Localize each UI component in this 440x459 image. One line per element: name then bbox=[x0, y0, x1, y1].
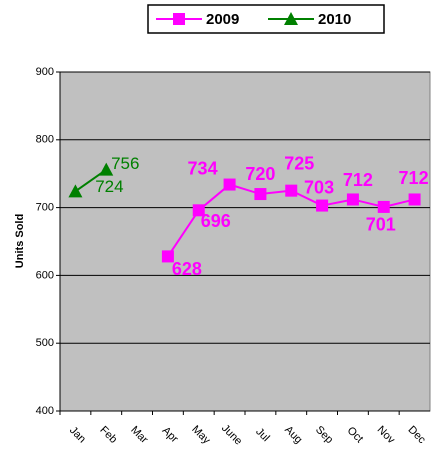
data-label: 756 bbox=[111, 154, 139, 173]
x-tick-label: Oct bbox=[345, 425, 366, 446]
x-tick-label: June bbox=[219, 422, 244, 447]
y-tick-label: 900 bbox=[36, 66, 54, 78]
data-label: 703 bbox=[304, 177, 334, 197]
x-tick-label: Apr bbox=[160, 425, 181, 446]
x-tick-label: Sep bbox=[313, 424, 335, 446]
y-tick-label: 800 bbox=[36, 134, 54, 146]
x-tick-label: Nov bbox=[375, 424, 398, 447]
x-tick-label: Jul bbox=[253, 426, 271, 444]
data-label: 724 bbox=[95, 177, 123, 196]
data-label: 725 bbox=[284, 153, 314, 173]
y-tick-label: 400 bbox=[36, 405, 54, 417]
plot-area bbox=[59, 71, 431, 412]
data-label: 734 bbox=[188, 158, 218, 178]
y-tick-label: 500 bbox=[36, 337, 54, 349]
marker bbox=[377, 200, 390, 213]
data-label: 720 bbox=[245, 164, 275, 184]
x-tick-label: Aug bbox=[282, 424, 304, 446]
marker bbox=[173, 13, 185, 25]
data-label: 712 bbox=[399, 168, 429, 188]
data-label: 701 bbox=[366, 215, 396, 235]
y-tick-label: 700 bbox=[36, 202, 54, 214]
y-tick-label: 600 bbox=[36, 269, 54, 281]
marker bbox=[161, 250, 174, 263]
legend-label: 2010 bbox=[318, 11, 351, 28]
marker bbox=[285, 184, 298, 197]
x-tick-label: Dec bbox=[405, 424, 428, 447]
marker bbox=[99, 162, 114, 176]
marker bbox=[254, 188, 267, 201]
x-tick-label: Mar bbox=[128, 424, 150, 446]
marker bbox=[192, 204, 205, 217]
marker bbox=[408, 193, 421, 206]
data-label: 696 bbox=[201, 211, 231, 231]
marker bbox=[316, 199, 329, 212]
x-tick-label: Feb bbox=[97, 424, 119, 446]
data-label: 628 bbox=[172, 259, 202, 279]
x-tick-label: May bbox=[189, 423, 213, 447]
marker bbox=[68, 184, 83, 198]
marker bbox=[284, 12, 298, 25]
data-label: 712 bbox=[343, 170, 373, 190]
y-axis-title: Units Sold bbox=[14, 214, 26, 268]
legend-label: 2009 bbox=[206, 11, 239, 28]
x-tick-label: Jan bbox=[67, 424, 88, 445]
marker bbox=[223, 178, 236, 191]
marker bbox=[346, 193, 359, 206]
